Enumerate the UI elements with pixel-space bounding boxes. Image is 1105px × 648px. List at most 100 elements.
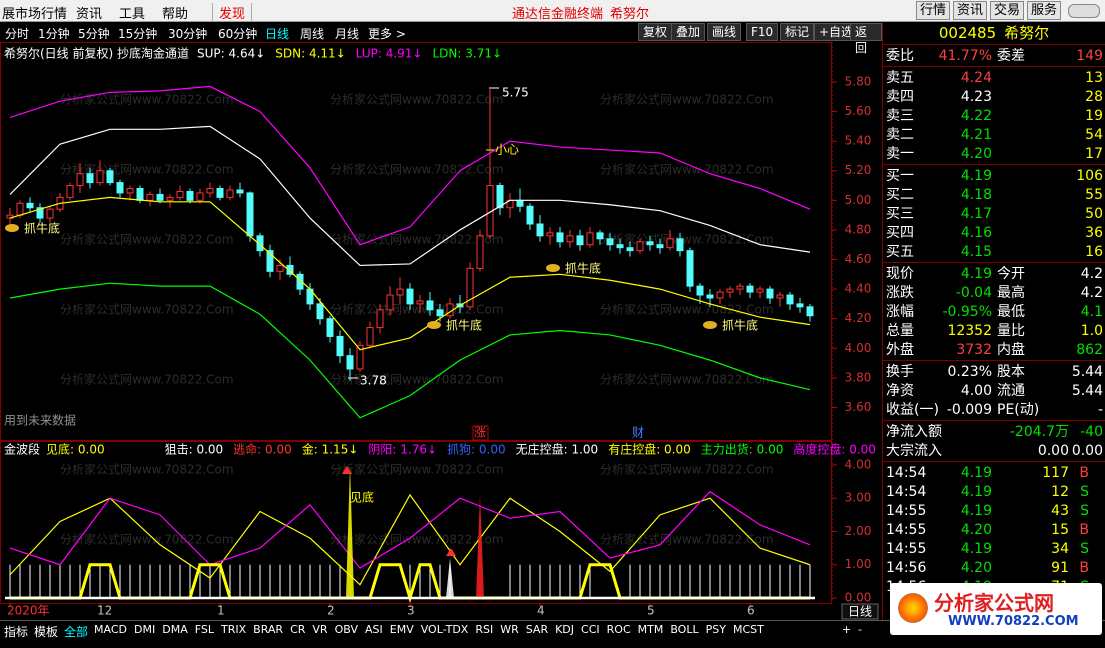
watermark: 分析家公式网www.70822.Com	[600, 372, 774, 387]
indicator-tab[interactable]: VOL-TDX	[420, 623, 469, 636]
candle-body	[176, 190, 184, 198]
indicator-tab[interactable]: WR	[500, 623, 519, 636]
indicator-tab[interactable]: PSY	[705, 623, 726, 636]
price-chart: 5.80 5.60 5.40 5.20 5.00 4.80 4.60 4.40 4.20 4.00…	[4, 42, 871, 441]
candle-body	[236, 189, 244, 194]
indicator-tab[interactable]: RSI	[475, 623, 494, 636]
annotations: 5.75 3.78 小心 抓牛底 抓牛底 抓牛底 抓牛底 用到未来数据 涨 财 …	[4, 86, 879, 620]
menu-discover[interactable]: 发现	[212, 3, 253, 22]
candle-body	[166, 196, 174, 201]
menu-button[interactable]: 行情	[916, 1, 951, 20]
indicator-tab[interactable]: MACD	[94, 623, 128, 636]
period-tab[interactable]: 5分钟	[78, 27, 110, 41]
toolbar-button[interactable]: 画线	[707, 23, 742, 41]
candle-body	[146, 193, 154, 201]
quote-row: 14:54 4.19 12 S	[883, 483, 1105, 502]
readout: SUP: 4.64↓	[197, 47, 265, 61]
period-tab[interactable]: 60分钟	[218, 27, 258, 41]
indicator-tab[interactable]: 全部	[64, 625, 89, 639]
menu-item[interactable]: 展市场行情	[2, 7, 68, 22]
candle-body	[406, 288, 414, 305]
zoom-button[interactable]: +	[842, 623, 852, 636]
value: -0.009	[946, 402, 992, 418]
indicator-tab[interactable]: TRIX	[221, 623, 247, 636]
period-tab[interactable]: 更多 >	[368, 27, 406, 41]
menu-item[interactable]: 工具	[119, 7, 146, 22]
period-box	[841, 603, 879, 620]
indicator-tab[interactable]: OBV	[334, 623, 358, 636]
period-tab[interactable]: 分时	[5, 27, 30, 41]
y-tick-label: 5.80	[845, 74, 872, 88]
candle-body	[356, 344, 364, 370]
value: 12352	[947, 323, 992, 339]
quote-row: 现价 4.19 今开 4.2	[883, 265, 1105, 284]
period-tab[interactable]: 日线	[265, 27, 290, 41]
indicator-tab[interactable]: ASI	[364, 623, 383, 636]
toolbar-button[interactable]: 复权	[638, 23, 673, 41]
candle-body	[546, 232, 554, 237]
indicator-tab[interactable]: BOLL	[670, 623, 699, 636]
y-tick-label: 5.00	[845, 193, 872, 207]
indicator-tab[interactable]: VR	[312, 623, 328, 636]
candle-body	[736, 285, 744, 290]
menu-button[interactable]: 服务	[1027, 1, 1062, 20]
indicator-tab[interactable]: 指标	[4, 625, 29, 639]
indicator-tab[interactable]: BRAR	[253, 623, 284, 636]
indicator-tab[interactable]: 模板	[34, 625, 59, 639]
x-tick-label: 6	[747, 604, 755, 618]
candle-body	[576, 235, 584, 246]
period-tab[interactable]: 15分钟	[118, 27, 158, 41]
zoom-button[interactable]: -	[858, 623, 862, 636]
menu-item[interactable]: 帮助	[162, 7, 189, 22]
quote-row: 外盘 3732 内盘 862	[883, 341, 1105, 360]
candle-body	[706, 294, 714, 299]
candle-body	[126, 188, 134, 194]
candle-body	[256, 235, 264, 252]
label: PE(动)	[997, 402, 1040, 418]
indicator-tab[interactable]: KDJ	[555, 623, 575, 636]
label: 量比	[997, 323, 1025, 339]
quote-row: 14:55 4.19 34 S	[883, 540, 1105, 559]
indicator-tab[interactable]: SAR	[525, 623, 549, 636]
trade-side: B	[1079, 560, 1089, 576]
candle-body	[136, 188, 144, 201]
label: 净资	[886, 383, 914, 399]
candle-body	[76, 173, 84, 187]
menu-button[interactable]: 资讯	[953, 1, 988, 20]
indicator-tab[interactable]: MTM	[637, 623, 664, 636]
label: 流通	[997, 383, 1025, 399]
watermark: 分析家公式网www.70822.Com	[330, 532, 504, 547]
trade-volume: 15	[1051, 522, 1069, 538]
menu-button[interactable]: 交易	[990, 1, 1025, 20]
bottom-label: 抓牛底	[722, 318, 758, 333]
period-tab[interactable]: 月线	[335, 27, 360, 41]
indicator-tab[interactable]: MCST	[732, 623, 764, 636]
candle-body	[666, 238, 674, 249]
indicator-tab[interactable]: FSL	[194, 623, 214, 636]
x-tick-label: 1	[217, 604, 225, 618]
toolbar-button[interactable]: 返回	[850, 23, 882, 55]
candle-body	[496, 185, 504, 209]
indicator-tab[interactable]: CCI	[581, 623, 600, 636]
toolbar-button[interactable]: 叠加	[671, 23, 706, 41]
candle-body	[106, 170, 114, 184]
toolbar-button[interactable]: F10	[746, 23, 779, 41]
candle-body	[796, 303, 804, 308]
period-tab[interactable]: 30分钟	[168, 27, 208, 41]
indicator-tab[interactable]: ROC	[606, 623, 631, 636]
label: 卖四	[886, 89, 914, 105]
candle-body	[626, 247, 634, 252]
period-tab[interactable]: 周线	[300, 27, 325, 41]
candle-body	[46, 208, 54, 219]
toolbar-button[interactable]: +自选	[814, 23, 859, 41]
trade-time: 14:55	[886, 541, 927, 557]
indicator-tab[interactable]: EMV	[389, 623, 414, 636]
indicator-tab[interactable]: DMI	[134, 623, 156, 636]
indicator-tab[interactable]: DMA	[162, 623, 188, 636]
toolbar-button[interactable]: 标记	[780, 23, 815, 41]
value: 0.00	[1037, 443, 1069, 459]
indicator-tab[interactable]: CR	[290, 623, 306, 636]
value: 3732	[956, 342, 992, 358]
period-tab[interactable]: 1分钟	[38, 27, 70, 41]
menu-item[interactable]: 资讯	[76, 7, 103, 22]
